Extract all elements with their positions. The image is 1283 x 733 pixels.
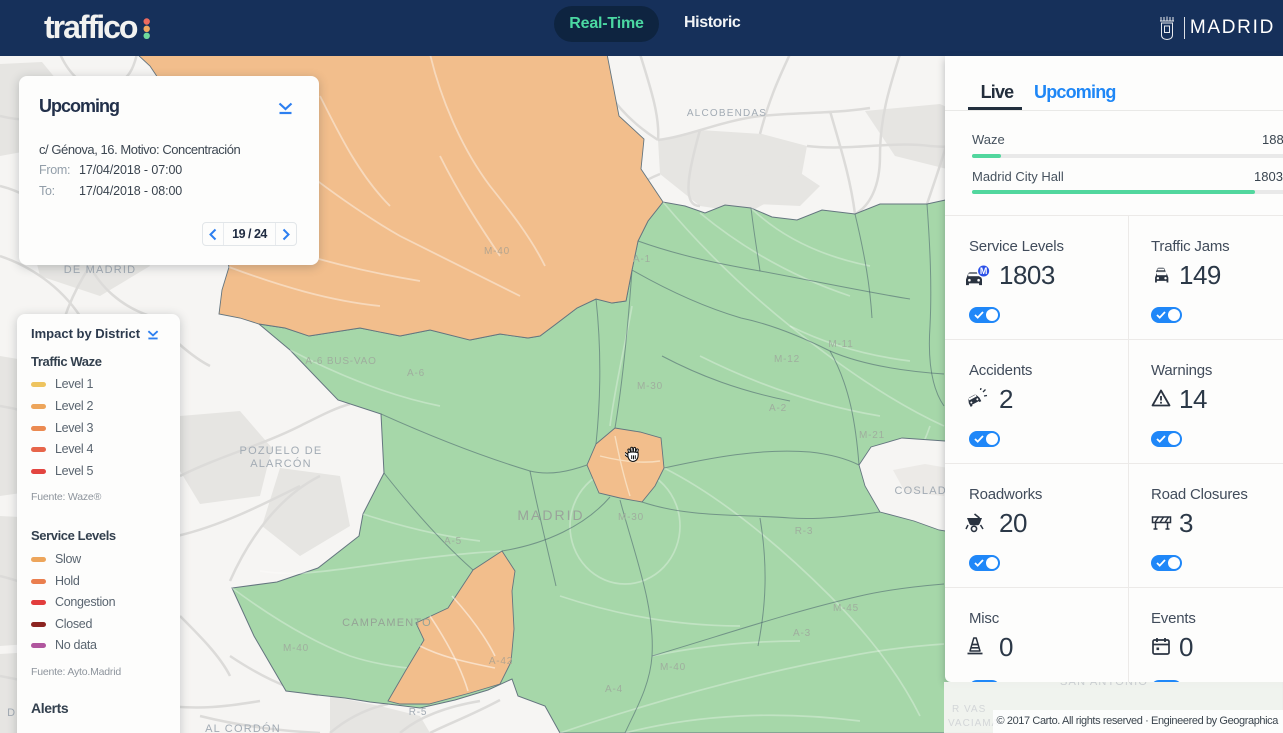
svg-text:R-3: R-3 xyxy=(795,526,814,537)
svg-text:M-11: M-11 xyxy=(828,339,853,350)
svg-text:M-40: M-40 xyxy=(283,643,309,654)
svg-text:A-6 BUS-VAO: A-6 BUS-VAO xyxy=(305,356,376,367)
svg-text:MADRID: MADRID xyxy=(517,507,584,523)
svg-text:M-40: M-40 xyxy=(484,246,510,257)
svg-text:DE MADRID: DE MADRID xyxy=(64,264,137,276)
svg-text:A-3: A-3 xyxy=(793,628,811,639)
svg-text:M-21: M-21 xyxy=(859,430,885,441)
svg-text:CAMPAMENTO: CAMPAMENTO xyxy=(342,617,432,629)
svg-text:ALARCÓN: ALARCÓN xyxy=(250,457,312,470)
svg-text:M-30: M-30 xyxy=(637,381,663,392)
svg-text:A-5: A-5 xyxy=(444,536,462,547)
svg-text:A-6: A-6 xyxy=(407,368,425,379)
svg-text:COSLADA: COSLADA xyxy=(895,485,956,497)
svg-text:A-4: A-4 xyxy=(605,684,623,695)
svg-text:A-2: A-2 xyxy=(769,403,787,414)
svg-text:M-40: M-40 xyxy=(660,662,686,673)
svg-text:POZUELO DE: POZUELO DE xyxy=(240,445,323,457)
svg-text:M-30: M-30 xyxy=(618,512,644,523)
svg-text:M-45: M-45 xyxy=(833,603,859,614)
svg-text:ALCOBENDAS: ALCOBENDAS xyxy=(687,108,767,119)
svg-text:A-1: A-1 xyxy=(633,254,651,265)
svg-text:AL CORDÓN: AL CORDÓN xyxy=(205,722,281,733)
svg-text:M: M xyxy=(980,266,988,276)
svg-text:A-42: A-42 xyxy=(489,656,513,667)
svg-text:M-12: M-12 xyxy=(774,354,800,365)
svg-text:R-5: R-5 xyxy=(409,707,428,718)
